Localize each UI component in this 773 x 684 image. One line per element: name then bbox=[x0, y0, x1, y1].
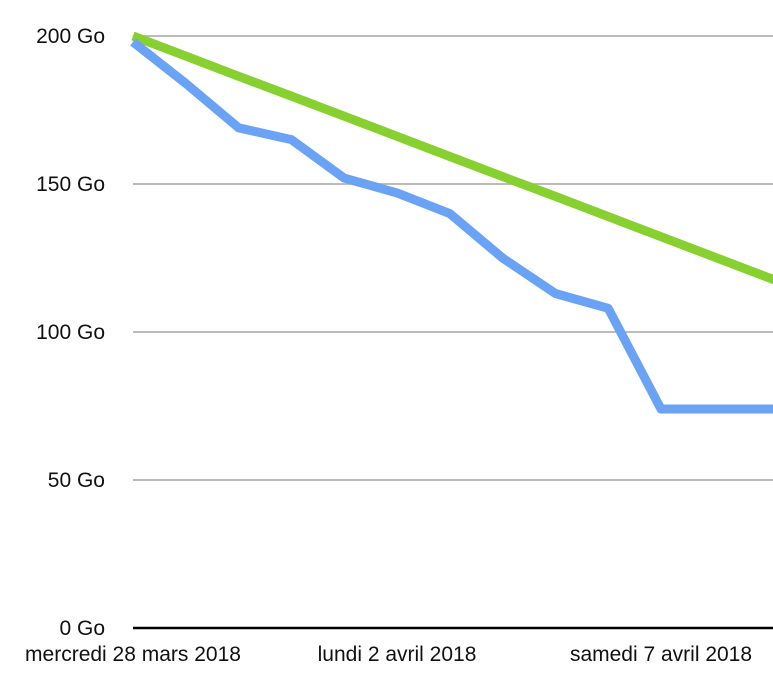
data-point bbox=[554, 293, 556, 294]
data-point bbox=[713, 408, 715, 410]
series-line-1 bbox=[131, 31, 773, 285]
y-tick-label: 50 Go bbox=[48, 469, 105, 492]
x-tick-label: mercredi 28 mars 2018 bbox=[25, 643, 241, 666]
data-point bbox=[238, 127, 240, 129]
y-tick-label: 0 Go bbox=[59, 617, 105, 640]
data-point bbox=[343, 177, 345, 179]
data-point bbox=[502, 176, 504, 178]
data-point bbox=[766, 276, 768, 278]
data-point bbox=[449, 213, 451, 215]
data-point bbox=[132, 35, 134, 37]
data-point bbox=[449, 156, 451, 157]
gridlines bbox=[133, 35, 773, 481]
data-point bbox=[343, 115, 345, 117]
data-point bbox=[290, 139, 292, 141]
x-tick-label: lundi 2 avril 2018 bbox=[318, 643, 477, 666]
data-point bbox=[766, 408, 768, 410]
y-tick-label: 150 Go bbox=[36, 173, 105, 196]
data-point bbox=[185, 82, 187, 84]
data-point bbox=[660, 408, 662, 410]
y-tick-label: 100 Go bbox=[36, 321, 105, 344]
data-point bbox=[607, 307, 609, 309]
data-point bbox=[607, 216, 609, 218]
data-point bbox=[713, 256, 715, 258]
data-point bbox=[396, 135, 398, 137]
data-point bbox=[660, 236, 662, 238]
y-tick-labels: 0 Go 50 Go 100 Go 150 Go 200 Go bbox=[36, 25, 105, 640]
x-tick-label: samedi 7 avril 2018 bbox=[570, 643, 752, 666]
data-point bbox=[185, 55, 187, 57]
data-point bbox=[132, 41, 134, 43]
y-tick-label: 200 Go bbox=[36, 25, 105, 48]
data-point bbox=[238, 75, 240, 77]
x-tick-labels: mercredi 28 mars 2018 lundi 2 avril 2018 s… bbox=[25, 643, 752, 666]
data-point bbox=[554, 195, 556, 197]
data-point bbox=[290, 95, 292, 97]
series-line-2 bbox=[130, 38, 773, 414]
data-point bbox=[502, 257, 504, 259]
series-lines bbox=[130, 31, 773, 414]
data-point bbox=[396, 192, 398, 194]
